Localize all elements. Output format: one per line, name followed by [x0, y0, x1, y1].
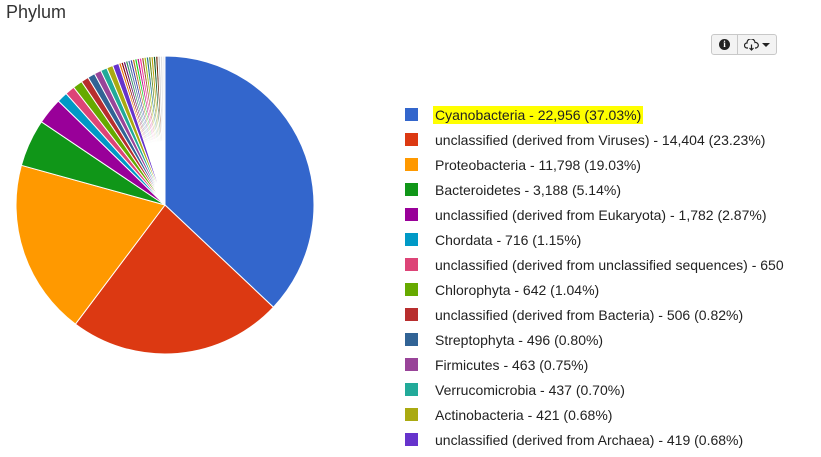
legend-label: Cyanobacteria - 22,956 (37.03%) [433, 105, 644, 124]
legend-swatch [405, 408, 418, 421]
legend-swatch [405, 283, 418, 296]
legend-item[interactable]: Bacteroidetes - 3,188 (5.14%) [405, 177, 821, 202]
info-button[interactable]: i [712, 35, 738, 54]
legend-swatch [405, 308, 418, 321]
legend-swatch [405, 383, 418, 396]
chart-title: Phylum [6, 2, 67, 22]
chart-legend: Cyanobacteria - 22,956 (37.03%) unclassif… [405, 102, 821, 457]
pie-chart [15, 55, 315, 355]
pie-slice-other-19[interactable] [162, 55, 166, 206]
legend-item[interactable]: unclassified (derived from Bacteria) - 5… [405, 302, 821, 327]
legend-swatch [405, 208, 418, 221]
legend-label: Firmicutes - 463 (0.75%) [435, 356, 589, 373]
info-icon: i [719, 39, 730, 50]
legend-label: Verrucomicrobia - 437 (0.70%) [435, 381, 625, 398]
legend-swatch [405, 183, 418, 196]
chart-toolbar: i [711, 34, 777, 55]
legend-swatch [405, 258, 418, 271]
legend-item[interactable]: unclassified (derived from unclassified … [405, 252, 821, 277]
legend-item[interactable]: Firmicutes - 463 (0.75%) [405, 352, 821, 377]
legend-label: Chordata - 716 (1.15%) [435, 231, 582, 248]
legend-label: Streptophyta - 496 (0.80%) [435, 331, 604, 348]
legend-swatch [405, 233, 418, 246]
legend-item[interactable]: Streptophyta - 496 (0.80%) [405, 327, 821, 352]
legend-item[interactable]: Proteobacteria - 11,798 (19.03%) [405, 152, 821, 177]
legend-label: Proteobacteria - 11,798 (19.03%) [435, 156, 641, 173]
legend-swatch [405, 433, 418, 446]
legend-label: Actinobacteria - 421 (0.68%) [435, 406, 613, 423]
legend-item[interactable]: Chordata - 716 (1.15%) [405, 227, 821, 252]
legend-label: Bacteroidetes - 3,188 (5.14%) [435, 181, 621, 198]
pie-slice-2[interactable] [15, 164, 166, 325]
legend-item[interactable]: unclassified (derived from Eukaryota) - … [405, 202, 821, 227]
cloud-download-icon [744, 38, 759, 51]
pie-slice-1[interactable] [74, 204, 275, 355]
legend-item[interactable]: Actinobacteria - 421 (0.68%) [405, 402, 821, 427]
legend-item[interactable]: unclassified (derived from Archaea) - 41… [405, 427, 821, 452]
legend-item[interactable]: unclassified (derived from Viruses) - 14… [405, 127, 821, 152]
chevron-down-icon [762, 42, 770, 47]
legend-label: unclassified (derived from Eukaryota) - … [435, 206, 767, 223]
legend-item[interactable]: Chlorophyta - 642 (1.04%) [405, 277, 821, 302]
legend-swatch [405, 108, 418, 121]
legend-item[interactable]: Verrucomicrobia - 437 (0.70%) [405, 377, 821, 402]
legend-swatch [405, 333, 418, 346]
legend-label: unclassified (derived from Bacteria) - 5… [435, 306, 744, 323]
pie-slice-0[interactable] [164, 55, 315, 308]
download-menu-button[interactable] [738, 35, 776, 54]
legend-swatch [405, 358, 418, 371]
legend-label: Chlorophyta - 642 (1.04%) [435, 281, 600, 298]
legend-item[interactable]: Cyanobacteria - 22,956 (37.03%) [405, 102, 821, 127]
legend-swatch [405, 133, 418, 146]
legend-label: unclassified (derived from Archaea) - 41… [435, 431, 744, 448]
legend-label: unclassified (derived from Viruses) - 14… [435, 131, 766, 148]
legend-swatch [405, 158, 418, 171]
legend-label: unclassified (derived from unclassified … [435, 256, 784, 273]
